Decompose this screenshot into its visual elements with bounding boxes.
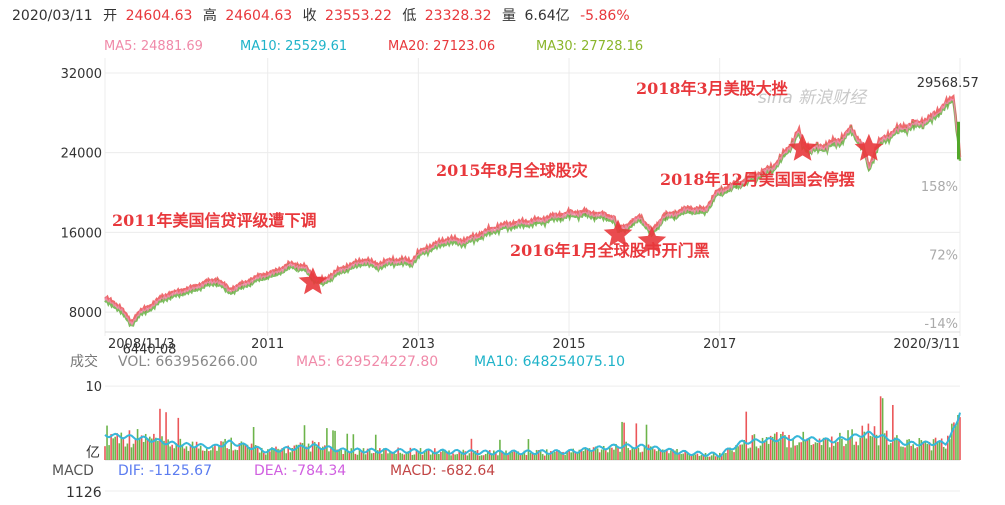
macd-dif-legend: DIF: -1125.67 [118, 463, 212, 479]
price-annotations: 6440.08 29568.57 [123, 76, 979, 357]
y-tick-label: 8000 [69, 306, 102, 321]
watermark: sina 新浪财经 [758, 88, 868, 108]
volume-gridlines: 10 [85, 380, 960, 461]
event-annotations: 2011年美国信贷评级遭下调 2015年8月全球股灾 2016年1月全球股市开门黑 2… [112, 79, 884, 295]
event-star [637, 226, 667, 254]
volume-label: 量 [502, 8, 516, 24]
volume-ma-line [104, 412, 961, 458]
close-label: 收 [303, 8, 317, 24]
event-star [854, 133, 884, 161]
percent-tick-label: -14% [924, 317, 958, 332]
volume-value: 6.64亿 [524, 8, 569, 24]
price-axis: 32000 24000 16000 8000 [61, 67, 102, 321]
percent-axis: 158% 72% -14% [921, 180, 958, 332]
event-label: 2016年1月全球股市开门黑 [510, 241, 710, 260]
x-tick-label: 2008/11/3 [108, 337, 175, 352]
ma30-legend: MA30: 27728.16 [536, 39, 643, 54]
ma20-legend: MA20: 27123.06 [388, 39, 495, 54]
event-star [603, 219, 633, 247]
volume-unit: 亿 [86, 445, 100, 461]
macd-title: MACD [52, 463, 94, 479]
volume-tick-label: 10 [85, 380, 102, 395]
price-line [104, 97, 961, 327]
x-tick-label: 2015 [552, 337, 585, 352]
x-tick-label: 2011 [251, 337, 284, 352]
close-value: 23553.22 [325, 8, 392, 24]
y-tick-label: 32000 [61, 67, 102, 82]
percent-tick-label: 158% [921, 180, 958, 195]
vol-ma5-legend: MA5: 629524227.80 [296, 354, 438, 370]
vol-legend: VOL: 663956266.00 [118, 354, 258, 370]
event-label: 2011年美国信贷评级遭下调 [112, 211, 317, 230]
quote-date: 2020/03/11 [12, 8, 93, 24]
low-value: 23328.32 [425, 8, 492, 24]
macd-tick-label: 1126 [66, 485, 102, 501]
time-axis: 2008/11/3 2011 2013 2015 2017 2020/3/11 [108, 337, 960, 352]
event-label: 2015年8月全球股灾 [436, 161, 589, 180]
event-star [788, 133, 817, 161]
high-label: 高 [203, 7, 217, 24]
price-line [104, 94, 962, 324]
price-series [104, 94, 962, 328]
event-star [298, 267, 328, 295]
macd-value-legend: MACD: -682.64 [390, 463, 495, 479]
ma5-legend: MA5: 24881.69 [104, 39, 203, 54]
x-tick-label: 2013 [402, 337, 435, 352]
change-value: -5.86% [580, 8, 630, 24]
open-label: 开 [103, 8, 117, 24]
volume-bars [104, 396, 961, 460]
y-tick-label: 24000 [61, 147, 102, 162]
open-value: 24604.63 [126, 8, 193, 24]
high-value: 24604.63 [225, 8, 292, 24]
x-tick-label: 2017 [703, 337, 736, 352]
y-tick-label: 16000 [61, 226, 102, 241]
macd-dea-legend: DEA: -784.34 [254, 463, 346, 479]
extreme-value-label: 29568.57 [917, 76, 979, 91]
ma-legend: MA5: 24881.69 MA10: 25529.61 MA20: 27123… [104, 39, 643, 54]
event-label: 2018年3月美股大挫 [636, 79, 788, 98]
quote-header: 2020/03/11 开 24604.63 高 24604.63 收 23553… [12, 7, 630, 24]
low-label: 低 [402, 8, 416, 24]
main-gridlines [104, 58, 961, 336]
vol-ma10-legend: MA10: 648254075.10 [474, 354, 625, 370]
extreme-value-label: 6440.08 [123, 343, 177, 358]
event-label: 2018年12月美国国会停摆 [660, 170, 855, 189]
percent-tick-label: 72% [929, 249, 958, 264]
x-tick-label: 2020/3/11 [893, 337, 960, 352]
volume-title: 成交 [70, 353, 98, 370]
ma10-legend: MA10: 25529.61 [240, 39, 347, 54]
volume-ma-line [104, 412, 961, 458]
